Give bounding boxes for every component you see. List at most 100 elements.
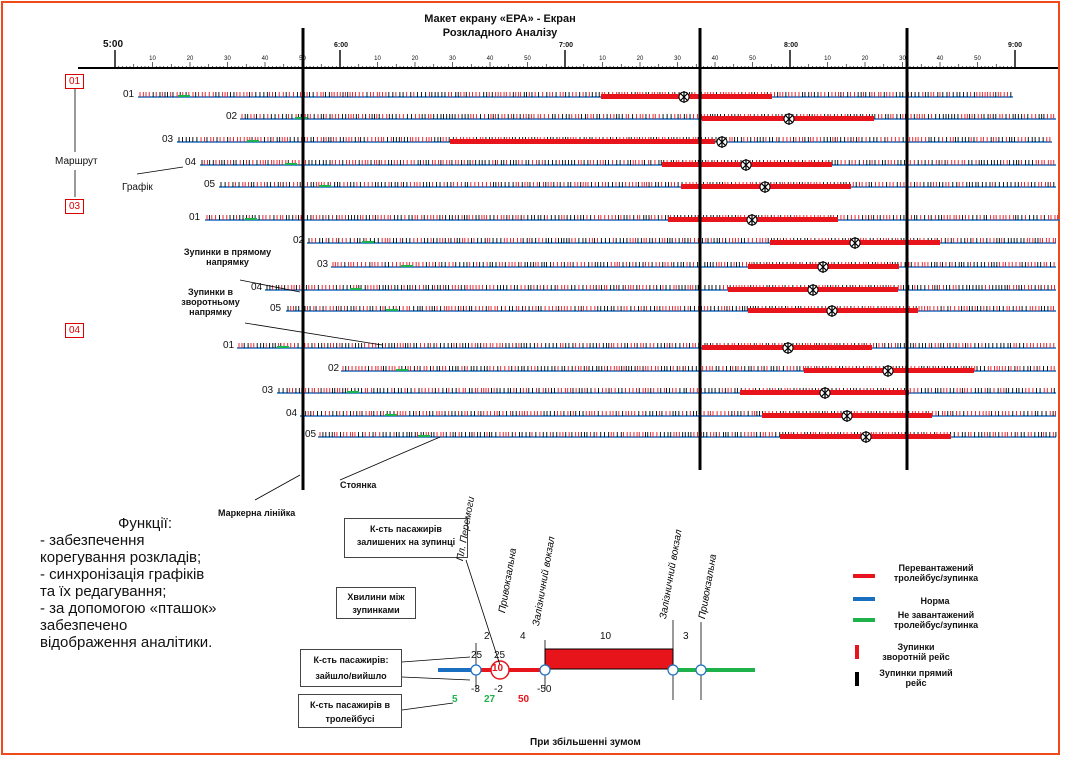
bus-marker-cross xyxy=(741,159,751,171)
timeline-minute-label: 40 xyxy=(937,56,944,62)
bus-marker-cross xyxy=(883,365,893,377)
timeline-minute-label: 30 xyxy=(449,56,456,62)
stops-reverse-annotation: Зупинки в зворотньому напрямку xyxy=(181,287,240,317)
functions-heading: Функції: xyxy=(117,515,172,532)
timeline-minute-label: 40 xyxy=(262,56,269,62)
timeline-minute-label: 10 xyxy=(599,56,606,62)
hour-label: 5:00 xyxy=(103,39,124,50)
hour-label: 7:00 xyxy=(559,42,574,49)
timeline-minute-label: 10 xyxy=(374,56,381,62)
schedule-number[interactable]: 02 xyxy=(328,363,340,374)
zoom-overloaded-block xyxy=(544,648,674,670)
callout-in-out: К-сть пасажирів: зайшло/вийшло xyxy=(300,649,402,687)
schedule-number[interactable]: 03 xyxy=(262,385,274,396)
bus-marker-cross xyxy=(747,214,757,226)
bus-marker-cross xyxy=(784,113,794,125)
hour-label: 8:00 xyxy=(784,42,799,49)
callout-remaining: К-сть пасажирів залишених на зупинці xyxy=(344,518,468,558)
schedule-number[interactable]: 01 xyxy=(123,89,135,100)
schedule-number[interactable]: 05 xyxy=(305,429,317,440)
legend-label: Не завантажений тролейбус/зупинка xyxy=(893,610,979,630)
callout-arrow xyxy=(465,559,501,666)
schedule-annotation: Графік xyxy=(122,182,153,193)
timeline-minute-label: 20 xyxy=(412,56,419,62)
zoom-in-bus: 5 xyxy=(452,694,458,705)
route-annotation: Маршрут xyxy=(55,156,98,167)
hour-label: 6:00 xyxy=(334,42,349,49)
legend-label: Зупинки зворотній рейс xyxy=(882,642,950,662)
zoom-minutes: 2 xyxy=(484,631,490,642)
schedule-number[interactable]: 04 xyxy=(286,408,298,419)
zoom-bubble xyxy=(490,660,510,680)
callout-arrow xyxy=(401,656,471,663)
zoom-caption: При збільшенні зумом xyxy=(530,737,641,748)
zoom-in: 25 xyxy=(471,650,483,661)
schedule-number[interactable]: 01 xyxy=(223,340,235,351)
bus-marker-cross xyxy=(827,305,837,317)
page-title: Макет екрану «ЕРА» - Екран Розкладного А… xyxy=(424,13,576,39)
leader-line xyxy=(239,279,301,293)
leader-line xyxy=(136,166,184,175)
bus-marker-cross xyxy=(861,431,871,443)
zoom-stop xyxy=(539,664,551,676)
timeline-minute-label: 40 xyxy=(712,56,719,62)
bus-marker-cross xyxy=(850,237,860,249)
route-badge[interactable]: 01 xyxy=(65,74,85,89)
zoom-stop xyxy=(470,664,482,676)
route-badge[interactable]: 04 xyxy=(65,323,85,338)
legend-label: Зупинки прямий рейс xyxy=(879,668,953,688)
zoom-out: -3 xyxy=(471,684,480,695)
schedule-number[interactable]: 03 xyxy=(317,259,329,270)
timeline-minute-label: 50 xyxy=(974,56,981,62)
timeline-minute-label: 20 xyxy=(862,56,869,62)
bus-marker-cross xyxy=(760,181,770,193)
timeline-minute-label: 30 xyxy=(674,56,681,62)
schedule-number[interactable]: 02 xyxy=(226,111,238,122)
timeline-minute-label: 30 xyxy=(899,56,906,62)
zoom-out: -2 xyxy=(494,684,503,695)
leader-line xyxy=(254,474,301,501)
callout-minutes: Хвилини між зупинками xyxy=(336,587,416,619)
schedule-number[interactable]: 03 xyxy=(162,134,174,145)
timeline-minute-label: 50 xyxy=(524,56,531,62)
schedule-number[interactable]: 05 xyxy=(204,179,216,190)
schedule-number[interactable]: 04 xyxy=(251,282,263,293)
route-badge[interactable]: 03 xyxy=(65,199,85,214)
schedule-number[interactable]: 05 xyxy=(270,303,282,314)
bus-marker-cross xyxy=(808,284,818,296)
functions-line: забезпечено xyxy=(40,617,128,634)
bus-marker-cross xyxy=(820,387,830,399)
bus-marker-cross xyxy=(842,410,852,422)
timeline-minute-label: 50 xyxy=(749,56,756,62)
schedule-number[interactable]: 02 xyxy=(293,235,305,246)
timeline-minute-label: 20 xyxy=(637,56,644,62)
parking-annotation: Стоянка xyxy=(340,480,377,490)
functions-line: - за допомогою «пташок» xyxy=(40,600,217,617)
bus-marker-cross xyxy=(783,342,793,354)
leader-line xyxy=(244,322,383,346)
zoom-minutes: 4 xyxy=(520,631,526,642)
stops-forward-annotation: Зупинки в прямому напрямку xyxy=(183,247,272,267)
callout-arrow xyxy=(401,702,454,711)
functions-line: відображення аналітики. xyxy=(40,634,213,651)
legend-label: Норма xyxy=(920,596,950,606)
functions-block: Функції: - забезпечення корегування розк… xyxy=(40,515,250,651)
zoom-in: 25 xyxy=(494,650,506,661)
schedule-number[interactable]: 04 xyxy=(185,157,197,168)
timeline-minute-label: 40 xyxy=(487,56,494,62)
schedule-number[interactable]: 01 xyxy=(189,212,201,223)
zoom-in-bus: 27 xyxy=(484,694,496,705)
zoom-in-bus: 50 xyxy=(518,694,530,705)
timeline-minute-label: 10 xyxy=(824,56,831,62)
timeline-minute-label: 30 xyxy=(224,56,231,62)
bus-marker-cross xyxy=(818,261,828,273)
marker-line-annotation: Маркерна лінійка xyxy=(218,508,296,518)
timeline-minute-label: 10 xyxy=(149,56,156,62)
zoom-minutes: 10 xyxy=(600,631,612,642)
hour-label: 9:00 xyxy=(1008,42,1023,49)
functions-line: - забезпечення xyxy=(40,532,145,549)
timeline-minute-label: 20 xyxy=(187,56,194,62)
legend-label: Перевантажений тролейбус/зупинка xyxy=(893,563,979,583)
functions-line: корегування розкладів; xyxy=(40,549,202,566)
